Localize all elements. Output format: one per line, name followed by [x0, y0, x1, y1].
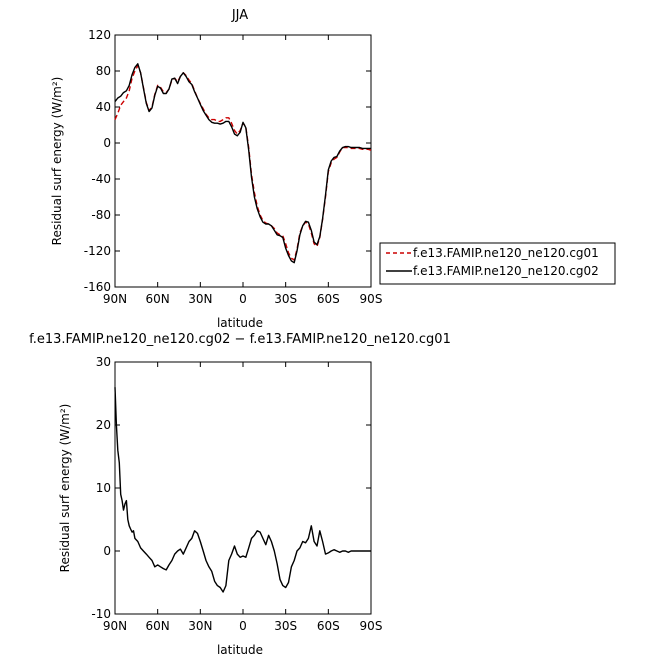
top-y-ticks: -160 -120 -80 -40 0 40 80 120	[84, 28, 371, 294]
top-y-tick-label: 40	[96, 100, 111, 114]
bottom-y-tick-label: 20	[96, 418, 111, 432]
top-y-tick-label: 0	[103, 136, 111, 150]
top-y-tick-label: 120	[88, 28, 111, 42]
bottom-y-tick-label: -10	[91, 607, 111, 621]
bottom-x-tick-label: 60S	[317, 619, 340, 633]
top-y-tick-label: 80	[96, 64, 111, 78]
top-y-axis-label: Residual surf energy (W/m²)	[50, 77, 64, 246]
top-x-tick-label: 60S	[317, 292, 340, 306]
bottom-y-tick-label: 30	[96, 355, 111, 369]
bottom-series-group	[114, 387, 371, 593]
bottom-series-line-0	[114, 387, 371, 593]
top-x-ticks: 90N 60N 30N 0 30S 60S 90S	[103, 35, 383, 306]
bottom-x-tick-label: 30S	[274, 619, 297, 633]
bottom-y-axis-label: Residual surf energy (W/m²)	[58, 404, 72, 573]
bottom-x-tick-label: 30N	[188, 619, 212, 633]
top-series-line-0	[114, 64, 372, 261]
bottom-x-tick-label: 90N	[103, 619, 127, 633]
top-x-axis-label: latitude	[217, 316, 263, 330]
top-x-tick-label: 30S	[274, 292, 297, 306]
legend-label-cg01: f.e13.FAMIP.ne120_ne120.cg01	[413, 246, 599, 260]
bottom-chart-title: f.e13.FAMIP.ne120_ne120.cg02 − f.e13.FAM…	[29, 332, 451, 347]
panel-bottom: f.e13.FAMIP.ne120_ne120.cg02 − f.e13.FAM…	[29, 332, 451, 657]
panel-top: JJA -160 -120 -80 -40 0 40 80 120 90N 60N 30N 0 30S…	[50, 8, 382, 330]
top-x-tick-label: 60N	[146, 292, 170, 306]
top-series-line-1	[114, 63, 371, 264]
bottom-x-tick-label: 90S	[360, 619, 383, 633]
top-plot-frame	[114, 34, 372, 288]
top-y-tick-label: -120	[84, 244, 111, 258]
bottom-x-tick-label: 60N	[146, 619, 170, 633]
bottom-y-ticks: -10 0 10 20 30	[91, 355, 371, 621]
legend: f.e13.FAMIP.ne120_ne120.cg01 f.e13.FAMIP…	[379, 242, 616, 285]
top-y-tick-label: -40	[91, 172, 111, 186]
bottom-x-tick-label: 0	[239, 619, 247, 633]
legend-label-cg02: f.e13.FAMIP.ne120_ne120.cg02	[413, 264, 599, 278]
top-chart-title: JJA	[231, 8, 248, 23]
top-x-tick-label: 90S	[360, 292, 383, 306]
bottom-plot-frame	[114, 361, 372, 615]
top-x-tick-label: 90N	[103, 292, 127, 306]
bottom-y-tick-label: 10	[96, 481, 111, 495]
bottom-y-tick-label: 0	[103, 544, 111, 558]
bottom-x-ticks: 90N 60N 30N 0 30S 60S 90S	[103, 362, 383, 633]
top-y-tick-label: -80	[91, 208, 111, 222]
top-series-group	[114, 63, 372, 264]
top-x-tick-label: 30N	[188, 292, 212, 306]
bottom-x-axis-label: latitude	[217, 643, 263, 657]
legend-box	[379, 242, 616, 285]
top-y-tick-label: -160	[84, 280, 111, 294]
top-x-tick-label: 0	[239, 292, 247, 306]
